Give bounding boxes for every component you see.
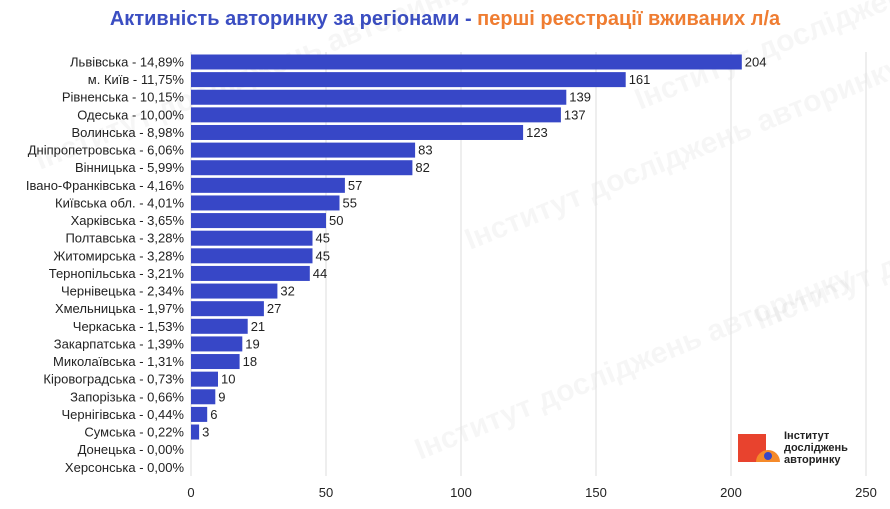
x-tick-label: 0 bbox=[187, 485, 194, 500]
bar bbox=[191, 213, 326, 229]
category-label: Львівська - 14,89% bbox=[70, 55, 184, 70]
category-label: Івано-Франківська - 4,16% bbox=[26, 178, 185, 193]
bars-group bbox=[191, 54, 742, 440]
category-label: Сумська - 0,22% bbox=[84, 425, 184, 440]
value-label: 139 bbox=[569, 90, 591, 105]
brand-logo-line2: досліджень bbox=[784, 442, 848, 454]
category-label: Полтавська - 3,28% bbox=[65, 231, 184, 246]
bar bbox=[191, 124, 524, 140]
category-label: Закарпатська - 1,39% bbox=[54, 336, 185, 351]
category-label: Вінницька - 5,99% bbox=[75, 160, 184, 175]
category-label: Волинська - 8,98% bbox=[71, 125, 184, 140]
value-label: 45 bbox=[316, 248, 330, 263]
bar bbox=[191, 248, 313, 264]
value-label: 161 bbox=[629, 72, 651, 87]
category-labels: Львівська - 14,89% м. Київ - 11,75% Рівнен… bbox=[26, 55, 185, 475]
chart-title: Активність авторинку за регіонами - перш… bbox=[0, 8, 890, 31]
category-label: Херсонська - 0,00% bbox=[65, 460, 185, 475]
x-tick-label: 50 bbox=[319, 485, 333, 500]
bar bbox=[191, 107, 561, 123]
brand-logo-line3: авторинку bbox=[784, 454, 841, 466]
bar bbox=[191, 72, 626, 88]
bar bbox=[191, 424, 200, 440]
value-label: 123 bbox=[526, 125, 548, 140]
bar bbox=[191, 371, 218, 387]
value-label: 45 bbox=[316, 231, 330, 246]
value-label: 204 bbox=[745, 55, 767, 70]
value-label: 3 bbox=[202, 425, 209, 440]
category-label: Донецька - 0,00% bbox=[78, 442, 185, 457]
bar bbox=[191, 54, 742, 70]
value-label: 9 bbox=[218, 389, 225, 404]
bar bbox=[191, 89, 567, 105]
x-tick-labels: 0 50 100 150 200 250 bbox=[187, 485, 876, 500]
bar bbox=[191, 318, 248, 334]
value-label: 27 bbox=[267, 301, 281, 316]
value-label: 137 bbox=[564, 107, 586, 122]
category-label: Одеська - 10,00% bbox=[77, 107, 184, 122]
bar bbox=[191, 195, 340, 211]
brand-logo-line1: Інститут bbox=[784, 430, 830, 442]
brand-logo-icon bbox=[738, 434, 780, 462]
value-label: 50 bbox=[329, 213, 343, 228]
category-label: Запорізька - 0,66% bbox=[70, 389, 184, 404]
category-label: Київська обл. - 4,01% bbox=[55, 195, 184, 210]
bar bbox=[191, 354, 240, 370]
bar bbox=[191, 406, 208, 422]
bar bbox=[191, 336, 243, 352]
chart-title-main: Активність авторинку за регіонами - bbox=[109, 8, 478, 30]
category-label: Чернівецька - 2,34% bbox=[61, 284, 184, 299]
brand-logo-text: Інститут досліджень авторинку bbox=[784, 430, 880, 466]
category-label: Хмельницька - 1,97% bbox=[55, 301, 184, 316]
category-label: Рівненська - 10,15% bbox=[62, 90, 185, 105]
category-label: м. Київ - 11,75% bbox=[88, 72, 185, 87]
category-label: Черкаська - 1,53% bbox=[73, 319, 185, 334]
x-tick-label: 250 bbox=[855, 485, 877, 500]
category-label: Житомирська - 3,28% bbox=[53, 248, 184, 263]
value-label: 83 bbox=[418, 143, 432, 158]
value-label: 6 bbox=[210, 407, 217, 422]
x-tick-label: 150 bbox=[585, 485, 607, 500]
value-label: 18 bbox=[243, 354, 257, 369]
value-label: 10 bbox=[221, 372, 235, 387]
brand-logo: Інститут досліджень авторинку bbox=[738, 430, 878, 466]
chart-title-accent: перші реєстрації вживаних л/а bbox=[477, 8, 781, 30]
category-label: Тернопільська - 3,21% bbox=[49, 266, 185, 281]
x-tick-label: 200 bbox=[720, 485, 742, 500]
x-tick-label: 100 bbox=[450, 485, 472, 500]
value-label: 19 bbox=[245, 336, 259, 351]
bar bbox=[191, 389, 216, 405]
value-label: 55 bbox=[343, 195, 357, 210]
bar bbox=[191, 265, 310, 281]
value-label: 32 bbox=[280, 284, 294, 299]
category-label: Чернігівська - 0,44% bbox=[62, 407, 185, 422]
bar bbox=[191, 177, 345, 193]
category-label: Миколаївська - 1,31% bbox=[53, 354, 184, 369]
category-label: Дніпропетровська - 6,06% bbox=[28, 143, 185, 158]
value-label: 57 bbox=[348, 178, 362, 193]
category-label: Харківська - 3,65% bbox=[71, 213, 185, 228]
bar bbox=[191, 301, 264, 317]
value-label: 21 bbox=[251, 319, 265, 334]
bar bbox=[191, 160, 413, 176]
bar bbox=[191, 283, 278, 299]
value-label: 82 bbox=[415, 160, 429, 175]
bar bbox=[191, 142, 416, 158]
grid-lines bbox=[190, 52, 867, 476]
bar bbox=[191, 230, 313, 246]
value-label: 44 bbox=[313, 266, 327, 281]
category-label: Кіровоградська - 0,73% bbox=[43, 372, 184, 387]
